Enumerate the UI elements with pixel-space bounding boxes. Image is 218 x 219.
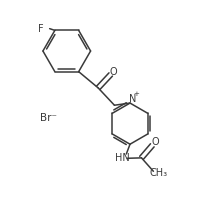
Text: N: N xyxy=(129,94,137,104)
Text: F: F xyxy=(38,24,44,34)
Text: +: + xyxy=(134,91,140,97)
Text: HN: HN xyxy=(115,153,129,163)
Text: Br⁻: Br⁻ xyxy=(40,113,57,123)
Text: O: O xyxy=(151,138,159,147)
Text: CH₃: CH₃ xyxy=(149,168,167,178)
Text: O: O xyxy=(110,67,117,77)
